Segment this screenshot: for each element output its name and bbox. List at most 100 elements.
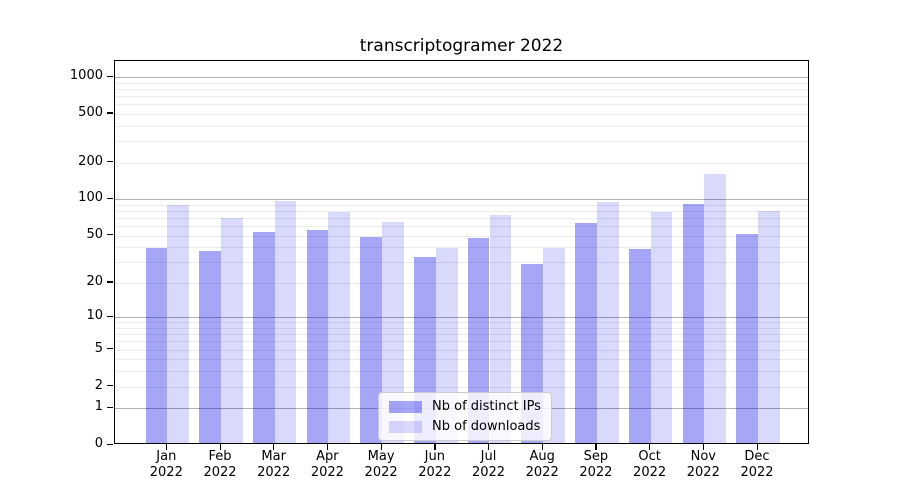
x-tick-label-nov: Nov 2022 xyxy=(686,449,720,480)
bar-downloads-dec xyxy=(758,211,780,443)
x-tick-label-apr: Apr 2022 xyxy=(310,449,344,480)
gridline-minor xyxy=(115,141,808,142)
gridline-minor xyxy=(115,218,808,219)
y-tick-mark-500 xyxy=(107,112,113,114)
legend: Nb of distinct IPs Nb of downloads xyxy=(378,392,552,441)
gridline-minor xyxy=(115,282,808,284)
legend-swatch-downloads xyxy=(389,420,422,433)
gridline-minor xyxy=(115,113,808,115)
gridline-major xyxy=(115,199,808,201)
gridline-minor xyxy=(115,88,808,90)
x-tick-label-jul: Jul 2022 xyxy=(471,449,506,480)
y-tick-mark-5 xyxy=(107,348,113,350)
bar-distinct-ips-may xyxy=(360,236,383,443)
x-tick-label-mar: Mar 2022 xyxy=(257,449,291,480)
gridline-minor xyxy=(115,104,808,106)
x-tick-mark-feb xyxy=(219,444,221,450)
y-tick-mark-100 xyxy=(107,197,113,199)
x-tick-mark-apr xyxy=(326,444,329,450)
bar-distinct-ips-jul xyxy=(467,237,490,443)
chart-title: transcriptogramer 2022 xyxy=(359,36,564,56)
plot-area xyxy=(114,60,809,444)
bar-downloads-jul xyxy=(489,215,512,443)
gridline-minor xyxy=(115,334,808,336)
gridline-major xyxy=(115,77,808,78)
x-tick-label-oct: Oct 2022 xyxy=(633,449,667,480)
x-tick-label-feb: Feb 2022 xyxy=(203,449,237,480)
y-tick-mark-200 xyxy=(107,161,113,163)
bar-distinct-ips-mar xyxy=(252,231,275,443)
bar-distinct-ips-sep xyxy=(575,223,597,443)
gridline-minor xyxy=(115,328,808,329)
legend-label-distinct-ips: Nb of distinct IPs xyxy=(432,399,541,414)
x-tick-mark-mar xyxy=(273,444,275,450)
y-tick-mark-1000 xyxy=(107,75,113,77)
gridline-minor xyxy=(115,125,808,127)
bar-downloads-feb xyxy=(221,217,243,443)
gridline-minor xyxy=(115,349,808,351)
bar-downloads-may xyxy=(382,221,404,443)
y-tick-label-50: 50 xyxy=(86,226,103,242)
bar-distinct-ips-apr xyxy=(306,229,329,443)
x-tick-label-dec: Dec 2022 xyxy=(740,449,774,480)
bar-distinct-ips-dec xyxy=(736,233,758,443)
gridline-minor xyxy=(115,262,808,264)
y-tick-label-20: 20 xyxy=(86,273,103,289)
y-tick-label-10: 10 xyxy=(86,308,103,324)
gridline-minor xyxy=(115,211,808,212)
gridline-minor xyxy=(115,162,808,164)
x-tick-mark-aug xyxy=(541,444,543,450)
gridline-minor xyxy=(115,371,808,373)
bar-distinct-ips-feb xyxy=(199,250,221,443)
x-tick-mark-may xyxy=(380,444,382,450)
y-tick-label-1: 1 xyxy=(94,399,103,415)
gridline-minor xyxy=(115,96,808,97)
gridline-minor xyxy=(115,359,808,361)
gridline-major xyxy=(115,317,808,319)
bar-downloads-sep xyxy=(596,201,619,443)
bar-downloads-nov xyxy=(704,174,727,443)
y-tick-label-500: 500 xyxy=(78,104,103,120)
bar-distinct-ips-oct xyxy=(628,249,651,443)
y-tick-mark-2 xyxy=(107,385,113,387)
gridline-minor xyxy=(115,247,808,249)
bar-downloads-jan xyxy=(167,204,190,443)
gridline-minor xyxy=(115,386,808,388)
y-tick-label-100: 100 xyxy=(78,190,103,206)
gridline-minor xyxy=(115,226,808,228)
legend-item-downloads: Nb of downloads xyxy=(389,419,541,434)
x-tick-mark-dec xyxy=(756,444,758,450)
legend-item-distinct-ips: Nb of distinct IPs xyxy=(389,399,541,414)
x-tick-mark-sep xyxy=(595,444,597,450)
x-tick-label-jan: Jan 2022 xyxy=(149,449,183,480)
y-tick-label-0: 0 xyxy=(94,436,103,451)
bar-distinct-ips-jan xyxy=(145,247,168,443)
y-tick-label-1000: 1000 xyxy=(69,68,103,83)
legend-label-downloads: Nb of downloads xyxy=(432,419,541,434)
x-tick-mark-jun xyxy=(434,444,436,450)
y-tick-mark-20 xyxy=(107,281,113,283)
x-tick-mark-jan xyxy=(165,444,168,450)
y-tick-label-5: 5 xyxy=(94,340,103,356)
x-tick-label-jun: Jun 2022 xyxy=(418,449,452,480)
bar-downloads-oct xyxy=(650,212,673,443)
x-tick-mark-jul xyxy=(488,444,490,450)
x-tick-mark-nov xyxy=(702,444,705,450)
bar-downloads-mar xyxy=(274,201,297,443)
bar-downloads-apr xyxy=(328,211,351,443)
gridline-minor xyxy=(115,341,808,343)
y-tick-label-200: 200 xyxy=(78,153,103,169)
y-tick-mark-50 xyxy=(107,234,113,236)
x-tick-mark-oct xyxy=(649,444,651,450)
y-tick-mark-0 xyxy=(107,443,113,445)
gridline-minor xyxy=(115,204,808,206)
bar-distinct-ips-nov xyxy=(682,203,705,443)
y-tick-mark-1 xyxy=(107,406,113,408)
x-tick-label-may: May 2022 xyxy=(364,449,398,480)
x-tick-label-aug: Aug 2022 xyxy=(525,449,559,480)
y-tick-mark-10 xyxy=(107,315,113,318)
gridline-minor xyxy=(115,82,808,84)
legend-swatch-distinct-ips xyxy=(389,400,422,413)
gridline-minor xyxy=(115,235,808,237)
